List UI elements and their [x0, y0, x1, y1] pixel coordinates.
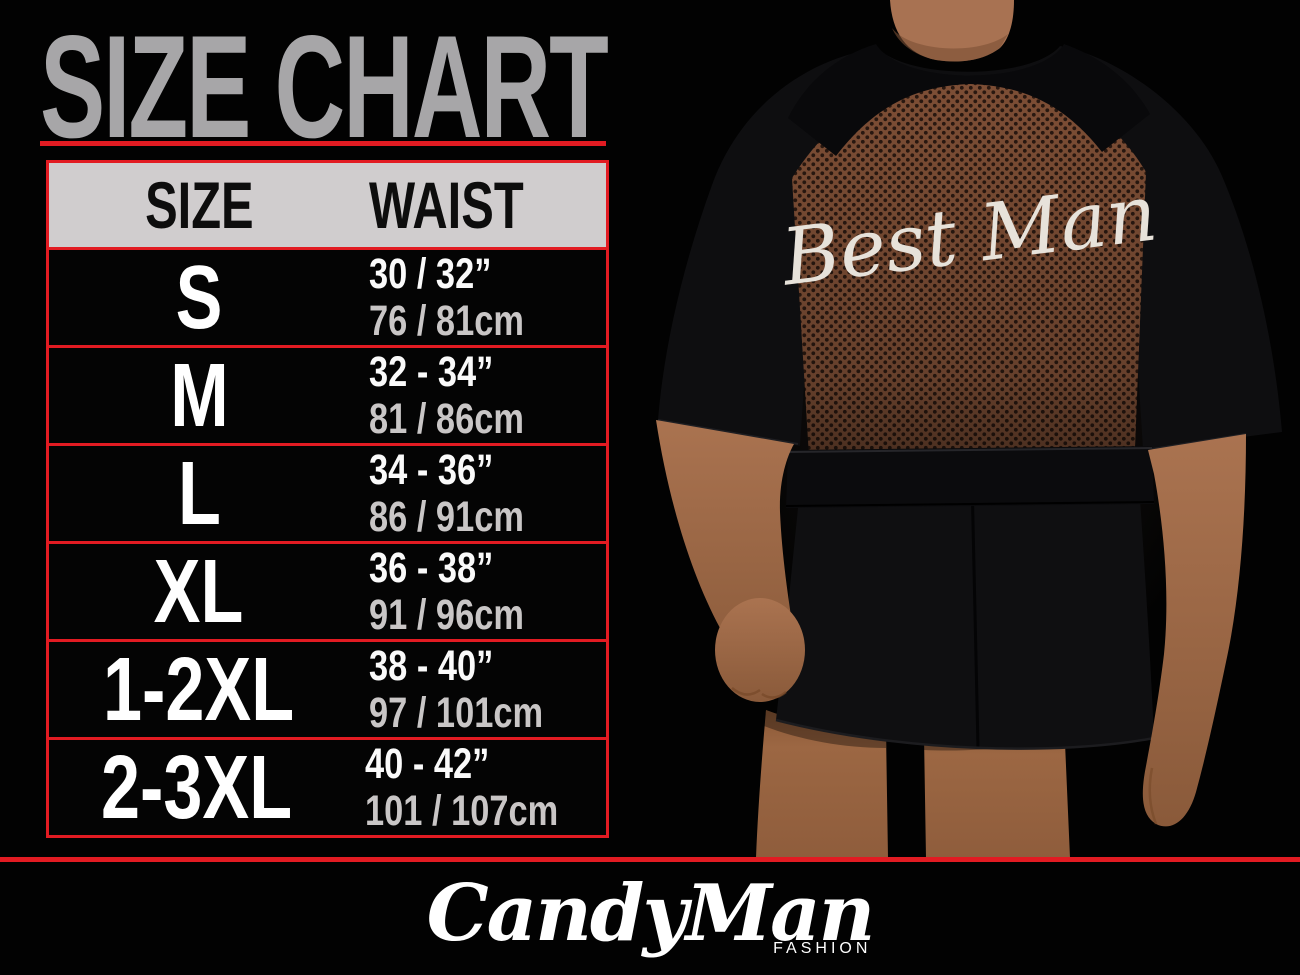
model-illustration: Best Man — [656, 0, 1282, 858]
size-label: 1-2XL — [103, 639, 295, 740]
header-cell-waist: WAIST — [349, 172, 606, 238]
waist-cm: 97 / 101cm — [369, 688, 544, 737]
waist-inches: 32 - 34” — [369, 347, 494, 396]
size-label: L — [177, 443, 221, 544]
waist-cm: 86 / 91cm — [369, 492, 524, 541]
waist-inches: 38 - 40” — [369, 641, 494, 690]
header-cell-size: SIZE — [49, 172, 349, 238]
brand-wordmark: CandyMan — [426, 868, 876, 959]
size-label: S — [175, 247, 223, 348]
model-left-leg — [756, 710, 888, 858]
size-column-header: SIZE — [144, 168, 254, 242]
table-row: M 32 - 34” 81 / 86cm — [46, 345, 609, 446]
table-header-row: SIZE WAIST — [46, 160, 609, 250]
brand-tagline: FASHION — [773, 940, 872, 957]
robe-collar — [788, 44, 1150, 156]
table-row: XL 36 - 38” 91 / 96cm — [46, 541, 609, 642]
table-row: 1-2XL 38 - 40” 97 / 101cm — [46, 639, 609, 740]
page-title: SIZE CHART — [40, 5, 609, 168]
product-photo: Best Man — [640, 0, 1300, 860]
model-right-leg — [924, 720, 1070, 858]
brand-logo: CandyMan FASHION — [426, 864, 876, 964]
size-table: SIZE WAIST S 30 / 32” 76 / 81cm M 32 - 3… — [46, 160, 609, 838]
table-row: 2-3XL 40 - 42” 101 / 107cm — [46, 737, 609, 838]
waist-column-header: WAIST — [369, 168, 524, 242]
footer: CandyMan FASHION — [0, 862, 1300, 975]
title-underline — [40, 141, 606, 146]
robe-skirt — [776, 470, 1154, 749]
robe-belt — [786, 446, 1154, 508]
size-label: M — [169, 345, 229, 446]
waist-inches: 36 - 38” — [369, 543, 494, 592]
model-right-arm — [1142, 434, 1246, 827]
model-left-hand — [715, 598, 805, 702]
size-label: 2-3XL — [101, 737, 293, 838]
waist-cm: 76 / 81cm — [369, 296, 524, 345]
table-row: S 30 / 32” 76 / 81cm — [46, 247, 609, 348]
waist-cm: 91 / 96cm — [369, 590, 524, 639]
waist-inches: 40 - 42” — [364, 739, 489, 788]
footer-divider-line — [0, 857, 1300, 862]
waist-cm: 81 / 86cm — [369, 394, 524, 443]
waist-inches: 34 - 36” — [369, 445, 494, 494]
waist-cm: 101 / 107cm — [364, 786, 558, 835]
size-label: XL — [154, 541, 244, 642]
waist-inches: 30 / 32” — [369, 249, 492, 298]
table-row: L 34 - 36” 86 / 91cm — [46, 443, 609, 544]
